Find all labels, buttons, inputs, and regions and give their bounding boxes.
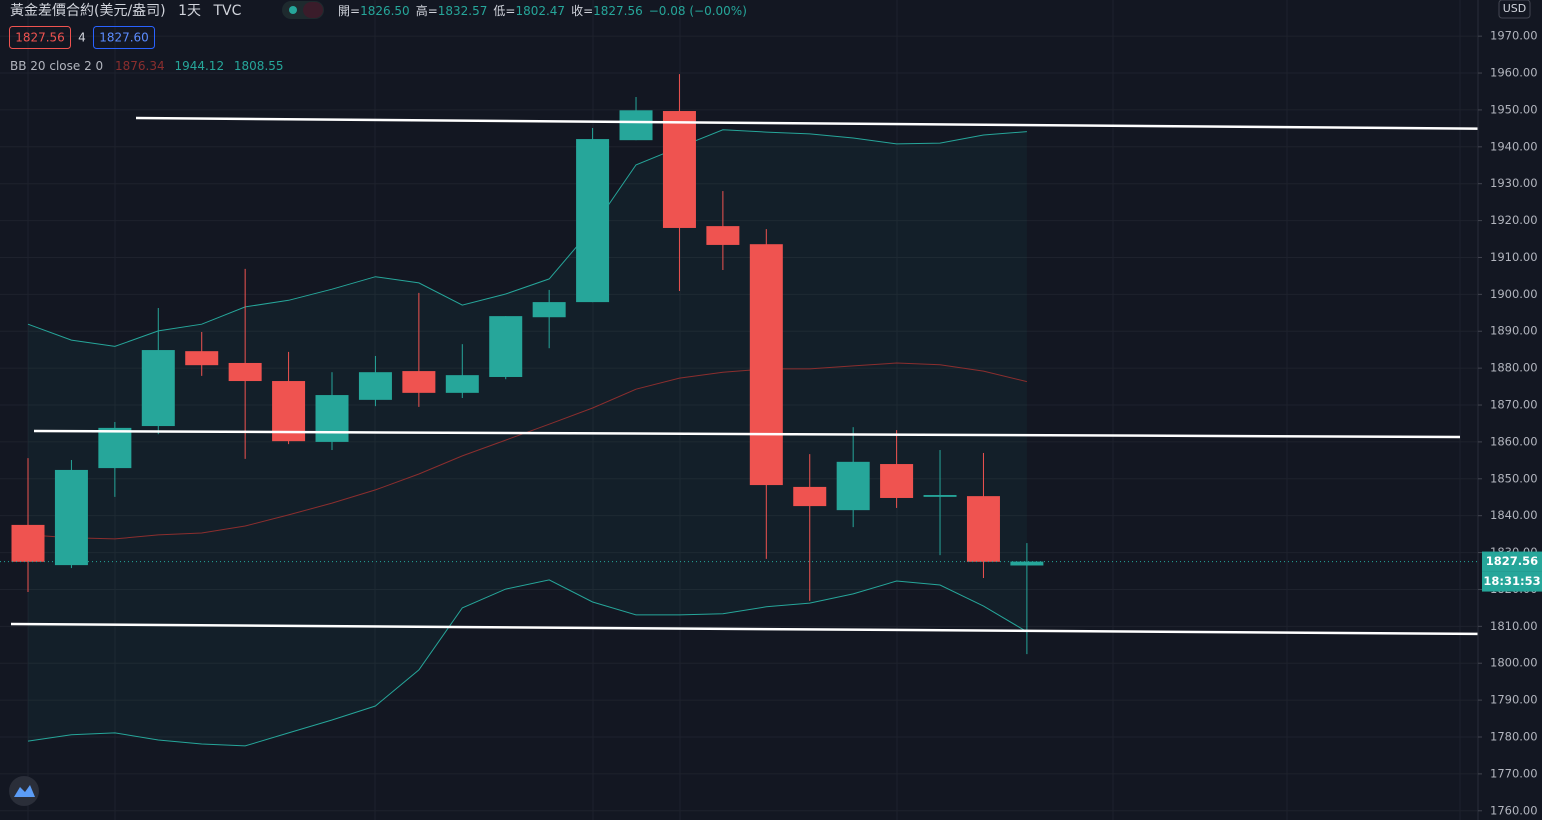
indicator-line: BB 20 close 2 0 1876.34 1944.12 1808.55 <box>10 59 284 73</box>
indicator-lower: 1808.55 <box>234 59 284 73</box>
y-tick-label: 1780.00 <box>1490 730 1538 744</box>
candle-body <box>836 461 870 511</box>
indicator-upper: 1944.12 <box>174 59 224 73</box>
trend-lines[interactable] <box>10 116 1520 636</box>
last-price: 1827.56 <box>1486 554 1538 568</box>
y-tick-label: 1860.00 <box>1490 434 1538 448</box>
sell-box[interactable] <box>9 26 71 49</box>
price-axis-labels: 1760.00 1770.00 1780.00 1790.00 1800.00 1810.… <box>1478 29 1542 817</box>
interval: 1天 <box>178 3 201 19</box>
candle-body <box>749 244 783 486</box>
candle-body <box>576 139 610 303</box>
candle-body <box>1010 561 1044 566</box>
candle-body <box>489 316 523 377</box>
countdown: 18:31:53 <box>1483 574 1540 588</box>
candle-body <box>402 371 436 393</box>
symbol-line: 黃金差價合約(美元/盎司) 1天 TVC <box>10 2 242 19</box>
band-upper <box>27 129 1027 347</box>
ohlc-value: 1827.56 <box>593 4 643 18</box>
candle-body <box>228 362 262 382</box>
ohlc-value: 1802.47 <box>515 4 565 18</box>
ohlc-value: 1826.50 <box>360 4 410 18</box>
toggle-off[interactable] <box>303 2 323 18</box>
y-tick-label: 1800.00 <box>1490 656 1538 670</box>
indicator-label: BB 20 close 2 0 <box>10 59 103 73</box>
buy-price[interactable]: 1827.60 <box>99 31 149 45</box>
change: −0.08 (−0.00%) <box>649 4 747 18</box>
candle-body <box>706 226 740 245</box>
candle-body <box>880 464 914 498</box>
price-grid <box>0 35 1478 812</box>
y-tick-label: 1920.00 <box>1490 213 1538 227</box>
trend-line[interactable] <box>33 429 1461 439</box>
y-tick-label: 1810.00 <box>1490 619 1538 633</box>
candle-body <box>923 495 957 497</box>
band-lower <box>27 579 1028 747</box>
toggle-dot <box>289 6 297 14</box>
buy-box[interactable] <box>93 26 155 49</box>
y-tick-label: 1770.00 <box>1490 766 1538 780</box>
trend-line[interactable] <box>10 622 1494 636</box>
y-tick-label: 1960.00 <box>1490 66 1538 80</box>
last-price-box <box>1482 551 1542 572</box>
spread: 4 <box>78 31 86 45</box>
trend-line[interactable] <box>135 116 1520 131</box>
candle-body <box>445 375 479 393</box>
candle-body <box>532 302 566 318</box>
currency-button[interactable] <box>1498 0 1531 19</box>
y-tick-label: 1910.00 <box>1490 250 1538 264</box>
ohlc-label: 高= <box>416 3 438 18</box>
y-tick-label: 1900.00 <box>1490 287 1538 301</box>
candle-body <box>966 496 1000 562</box>
logo-icon <box>14 785 35 797</box>
source: TVC <box>212 3 241 19</box>
ohlc-line: 開=1826.50 高=1832.57 低=1802.47 收=1827.56 −0.0… <box>338 3 747 18</box>
y-tick-label: 1970.00 <box>1490 29 1538 43</box>
candle-body <box>793 486 827 507</box>
symbol: 黃金差價合約(美元/盎司) <box>10 2 166 19</box>
y-tick-label: 1940.00 <box>1490 139 1538 153</box>
candle-body <box>98 427 132 469</box>
sell-price[interactable]: 1827.56 <box>15 31 65 45</box>
y-tick-label: 1890.00 <box>1490 324 1538 338</box>
candle-body <box>141 350 175 427</box>
y-tick-label: 1930.00 <box>1490 176 1538 190</box>
ohlc-value: 1832.57 <box>438 4 488 18</box>
y-tick-label: 1790.00 <box>1490 693 1538 707</box>
currency[interactable]: USD <box>1503 2 1527 15</box>
ohlc-label: 開= <box>338 4 360 18</box>
countdown-box <box>1482 571 1542 592</box>
price-axis <box>1478 0 1542 820</box>
y-tick-label: 1950.00 <box>1490 102 1538 116</box>
y-tick-label: 1850.00 <box>1490 471 1538 485</box>
candle-body <box>619 110 653 141</box>
y-tick-label: 1870.00 <box>1490 398 1538 412</box>
candle-body <box>315 395 349 442</box>
y-tick-label: 1760.00 <box>1490 803 1538 817</box>
indicator-basis: 1876.34 <box>115 59 165 73</box>
candle-body <box>358 372 392 400</box>
ohlc-label: 低= <box>493 4 515 18</box>
legend-header: 黃金差價合約(美元/盎司) 1天 TVC 開=1826.50 高=1832.57 低… <box>9 1 747 73</box>
candle-body <box>54 469 88 566</box>
y-tick-label: 1880.00 <box>1490 361 1538 375</box>
y-tick-label: 1840.00 <box>1490 508 1538 522</box>
candles <box>11 74 1044 655</box>
candle-body <box>185 351 219 366</box>
ohlc-label: 收= <box>571 4 593 18</box>
candle-body <box>11 524 45 562</box>
candle-body <box>662 111 696 228</box>
